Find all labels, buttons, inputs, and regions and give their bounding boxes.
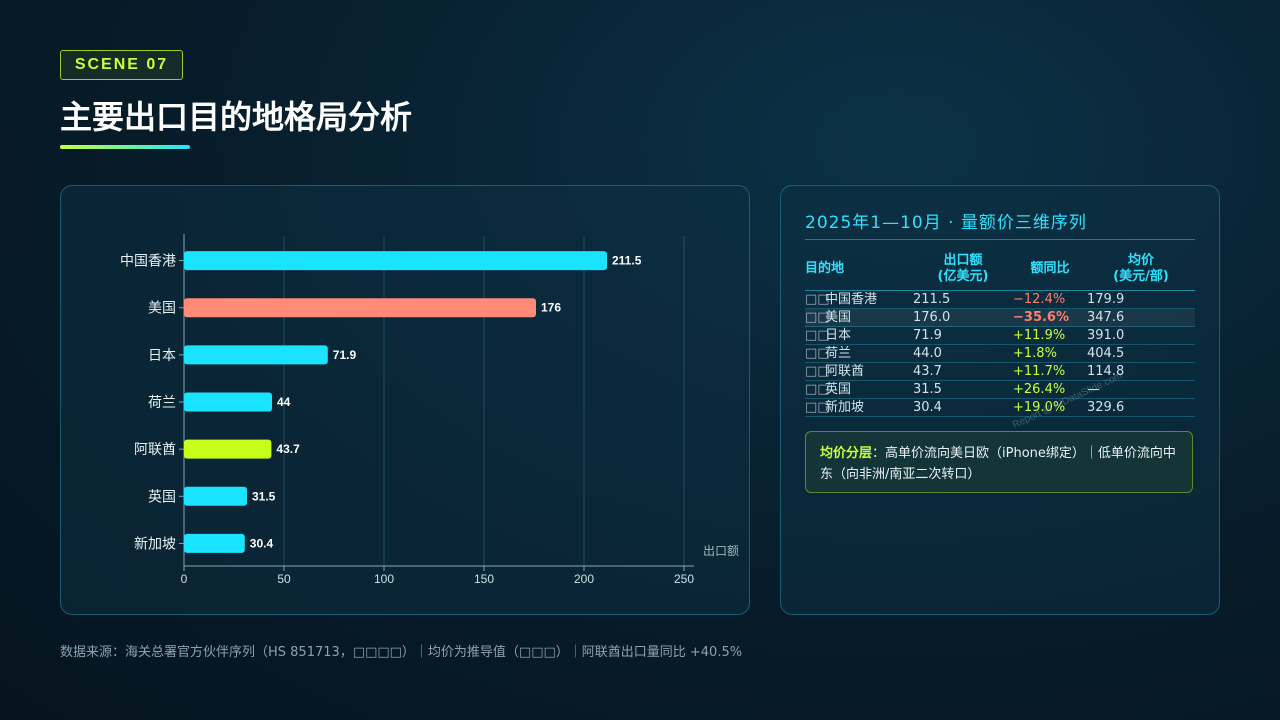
bar — [184, 251, 607, 271]
yoy-cell: +26.4% — [1013, 380, 1087, 399]
flag-icon: □□ — [805, 400, 830, 415]
amount-cell: 31.5 — [913, 380, 1013, 399]
value-label: 176 — [541, 301, 561, 315]
yoy-cell: +11.9% — [1013, 326, 1087, 345]
table-header-row: 目的地 出口额 (亿美元) 额同比 均价 (美元/部) — [805, 252, 1195, 291]
x-tick-label: 250 — [674, 572, 694, 586]
destination-cell: □□荷兰 — [805, 344, 913, 363]
category-label: 中国香港 — [120, 254, 176, 270]
chart-panel: 0 50 100 150 200 250 出口额 中国香港 211.5 美国 176 日本 71.9 荷兰… — [60, 185, 750, 615]
bar-chart: 0 50 100 150 200 250 出口额 中国香港 211.5 美国 176 日本 71.9 荷兰… — [120, 234, 739, 586]
destination-cell: □□美国 — [805, 308, 913, 327]
destination-name: 英国 — [825, 382, 852, 397]
x-tick-label: 150 — [474, 572, 494, 586]
bar — [184, 345, 328, 365]
yoy-cell: +11.7% — [1013, 362, 1087, 381]
x-tick-label: 100 — [374, 572, 394, 586]
scene-badge: SCENE 07 — [60, 50, 183, 80]
table-row: □□美国 176.0 −35.6% 347.6 — [805, 308, 1195, 327]
value-label: 211.5 — [612, 254, 642, 268]
value-label: 31.5 — [252, 489, 276, 503]
value-label: 71.9 — [333, 348, 357, 362]
heading-divider — [805, 239, 1195, 240]
yoy-cell: −35.6% — [1013, 308, 1087, 327]
column-header-yoy: 额同比 — [1013, 252, 1087, 291]
page-title: 主要出口目的地格局分析 — [60, 98, 413, 136]
value-label: 43.7 — [276, 442, 300, 456]
amount-cell: 71.9 — [913, 326, 1013, 345]
x-tick-label: 50 — [277, 572, 291, 586]
bar — [184, 298, 536, 318]
destination-cell: □□中国香港 — [805, 290, 913, 309]
amount-cell: 211.5 — [913, 290, 1013, 309]
price-cell: 347.6 — [1087, 308, 1195, 327]
destination-cell: □□阿联酋 — [805, 362, 913, 381]
table-row: □□日本 71.9 +11.9% 391.0 — [805, 326, 1195, 345]
destination-name: 日本 — [825, 328, 852, 343]
table-body: □□中国香港 211.5 −12.4% 179.9 □□美国 176.0 −35.6% 347… — [805, 290, 1195, 417]
amount-cell: 43.7 — [913, 362, 1013, 381]
title-underline — [60, 145, 190, 149]
destination-cell: □□新加坡 — [805, 398, 913, 417]
note-text: ：高单价流向美日欧（iPhone绑定）｜低单价流向中东（向非洲/南亚二次转口） — [820, 446, 1176, 482]
amount-cell: 30.4 — [913, 398, 1013, 417]
price-cell: 179.9 — [1087, 290, 1195, 309]
column-header-destination: 目的地 — [805, 252, 913, 291]
bar — [184, 439, 272, 459]
table-row: □□中国香港 211.5 −12.4% 179.9 — [805, 290, 1195, 309]
table-row: □□新加坡 30.4 +19.0% 329.6 — [805, 398, 1195, 417]
destination-name: 美国 — [825, 310, 852, 325]
flag-icon: □□ — [805, 382, 830, 397]
price-cell: 329.6 — [1087, 398, 1195, 417]
destination-name: 荷兰 — [825, 346, 852, 361]
category-label: 荷兰 — [148, 395, 176, 411]
yoy-cell: −12.4% — [1013, 290, 1087, 309]
price-cell: — — [1087, 380, 1195, 399]
destination-table: 目的地 出口额 (亿美元) 额同比 均价 (美元/部) □□中国香港 211.5−… — [805, 252, 1195, 417]
x-axis-title: 出口额 — [703, 544, 739, 558]
table-heading: 2025年1—10月 · 量额价三维序列 — [805, 213, 1087, 233]
flag-icon: □□ — [805, 364, 830, 379]
category-label: 新加坡 — [134, 536, 176, 552]
destination-name: 中国香港 — [825, 292, 878, 307]
x-tick-label: 0 — [181, 572, 188, 586]
bar — [184, 533, 245, 553]
destination-cell: □□英国 — [805, 380, 913, 399]
flag-icon: □□ — [805, 328, 830, 343]
destination-cell: □□日本 — [805, 326, 913, 345]
value-label: 30.4 — [250, 536, 274, 550]
category-label: 日本 — [148, 348, 176, 364]
category-label: 美国 — [148, 301, 176, 317]
yoy-cell: +1.8% — [1013, 344, 1087, 363]
x-tick-label: 200 — [574, 572, 594, 586]
category-label: 英国 — [148, 488, 176, 505]
table-panel: 2025年1—10月 · 量额价三维序列 目的地 出口额 (亿美元) 额同比 均… — [780, 185, 1220, 615]
price-cell: 404.5 — [1087, 344, 1195, 363]
amount-cell: 44.0 — [913, 344, 1013, 363]
bar — [184, 486, 247, 506]
price-tier-note: 均价分层：高单价流向美日欧（iPhone绑定）｜低单价流向中东（向非洲/南亚二次… — [805, 431, 1193, 493]
flag-icon: □□ — [805, 292, 830, 307]
note-key: 均价分层 — [820, 446, 873, 461]
flag-icon: □□ — [805, 346, 830, 361]
value-label: 44 — [277, 395, 291, 409]
table-row: □□阿联酋 43.7 +11.7% 114.8 — [805, 362, 1195, 381]
column-header-amount: 出口额 (亿美元) — [913, 252, 1013, 291]
destination-name: 阿联酋 — [825, 364, 865, 379]
price-cell: 391.0 — [1087, 326, 1195, 345]
column-header-price: 均价 (美元/部) — [1087, 252, 1195, 291]
table-row: □□英国 31.5 +26.4% — — [805, 380, 1195, 399]
yoy-cell: +19.0% — [1013, 398, 1087, 417]
price-cell: 114.8 — [1087, 362, 1195, 381]
destination-name: 新加坡 — [825, 400, 865, 415]
category-label: 阿联酋 — [134, 441, 176, 458]
flag-icon: □□ — [805, 310, 830, 325]
bar — [184, 392, 272, 412]
amount-cell: 176.0 — [913, 308, 1013, 327]
table-row: □□荷兰 44.0 +1.8% 404.5 — [805, 344, 1195, 363]
source-note: 数据来源：海关总署官方伙伴序列（HS 851713，□□□□）｜均价为推导值（□… — [60, 645, 743, 660]
